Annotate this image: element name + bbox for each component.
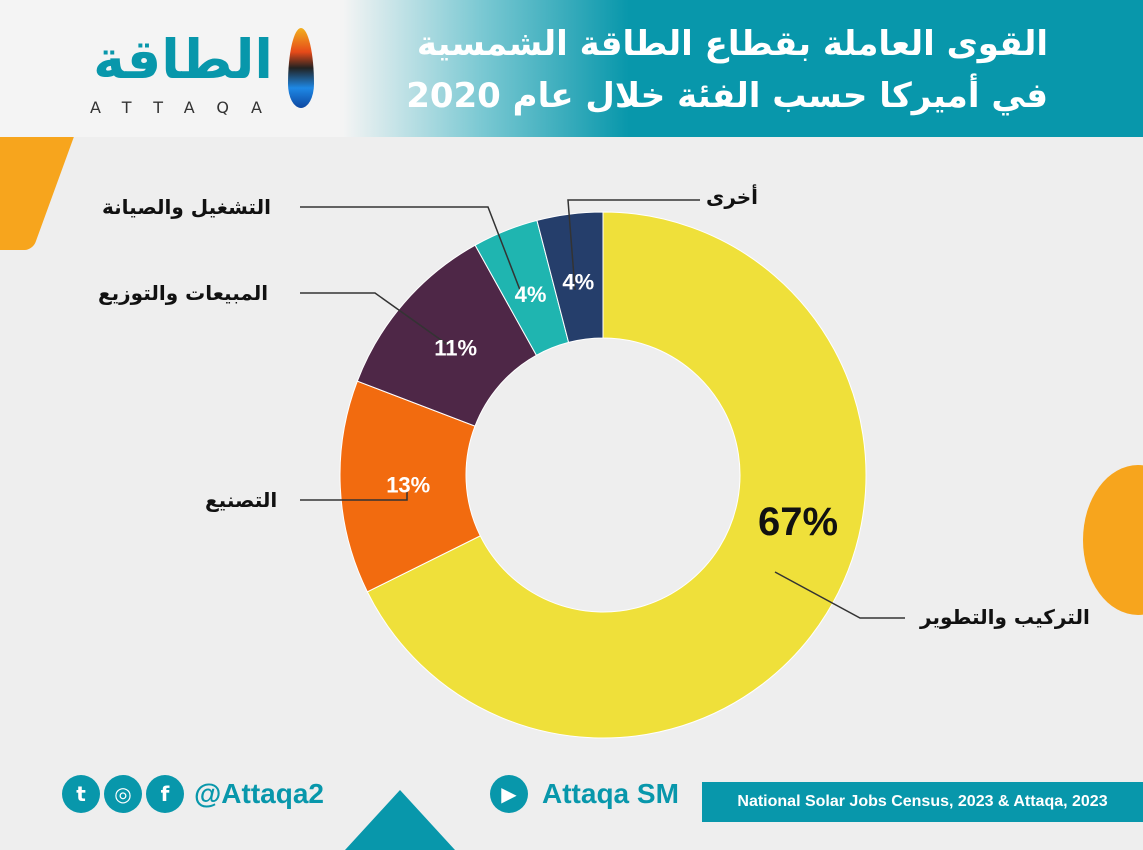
leader-line: [567, 199, 700, 291]
leader-line: [300, 492, 408, 501]
drop-icon: [288, 28, 314, 108]
donut-slice: [536, 211, 604, 344]
category-label-sales: المبيعات والتوزيع: [98, 281, 269, 305]
slice-value-label: 4%: [515, 282, 547, 307]
source-note: National Solar Jobs Census, 2023 & Attaq…: [702, 782, 1143, 822]
youtube-link[interactable]: ▶ Attaqa SM: [490, 775, 679, 813]
youtube-icon[interactable]: ▶: [490, 775, 528, 813]
instagram-icon[interactable]: ◎: [104, 775, 142, 813]
slice-value-label: 11%: [434, 335, 477, 360]
page-title: القوى العاملة بقطاع الطاقة الشمسية في أم…: [406, 18, 1048, 122]
social-handle[interactable]: @Attaqa2: [194, 778, 324, 809]
header-banner: الطاقة ATTAQA القوى العاملة بقطاع الطاقة…: [0, 0, 1143, 137]
category-label-operations: التشغيل والصيانة: [102, 195, 271, 219]
twitter-icon[interactable]: t: [62, 775, 100, 813]
slice-value-label: 4%: [562, 270, 594, 295]
title-line-1: القوى العاملة بقطاع الطاقة الشمسية: [416, 24, 1048, 64]
leader-line: [300, 292, 449, 346]
logo: الطاقة ATTAQA: [78, 28, 318, 123]
slice-value-label: 67%: [758, 500, 838, 544]
logo-arabic: الطاقة: [93, 28, 273, 91]
category-label-manufacturing: التصنيع: [205, 488, 278, 512]
category-label-other: أخرى: [706, 185, 759, 209]
category-label-installation: التركيب والتطوير: [920, 605, 1090, 629]
leader-line: [300, 206, 521, 291]
decorative-shape: [345, 790, 455, 850]
facebook-icon[interactable]: f: [146, 775, 184, 813]
logo-english: ATTAQA: [90, 98, 284, 117]
slice-value-label: 13%: [386, 472, 430, 497]
title-line-2: في أميركا حسب الفئة خلال عام 2020: [406, 76, 1048, 116]
donut-slice: [366, 211, 867, 739]
social-links: t ◎ f @Attaqa2: [62, 775, 324, 813]
donut-slice: [339, 380, 481, 593]
youtube-channel[interactable]: Attaqa SM: [542, 778, 679, 809]
leader-line: [774, 571, 905, 619]
